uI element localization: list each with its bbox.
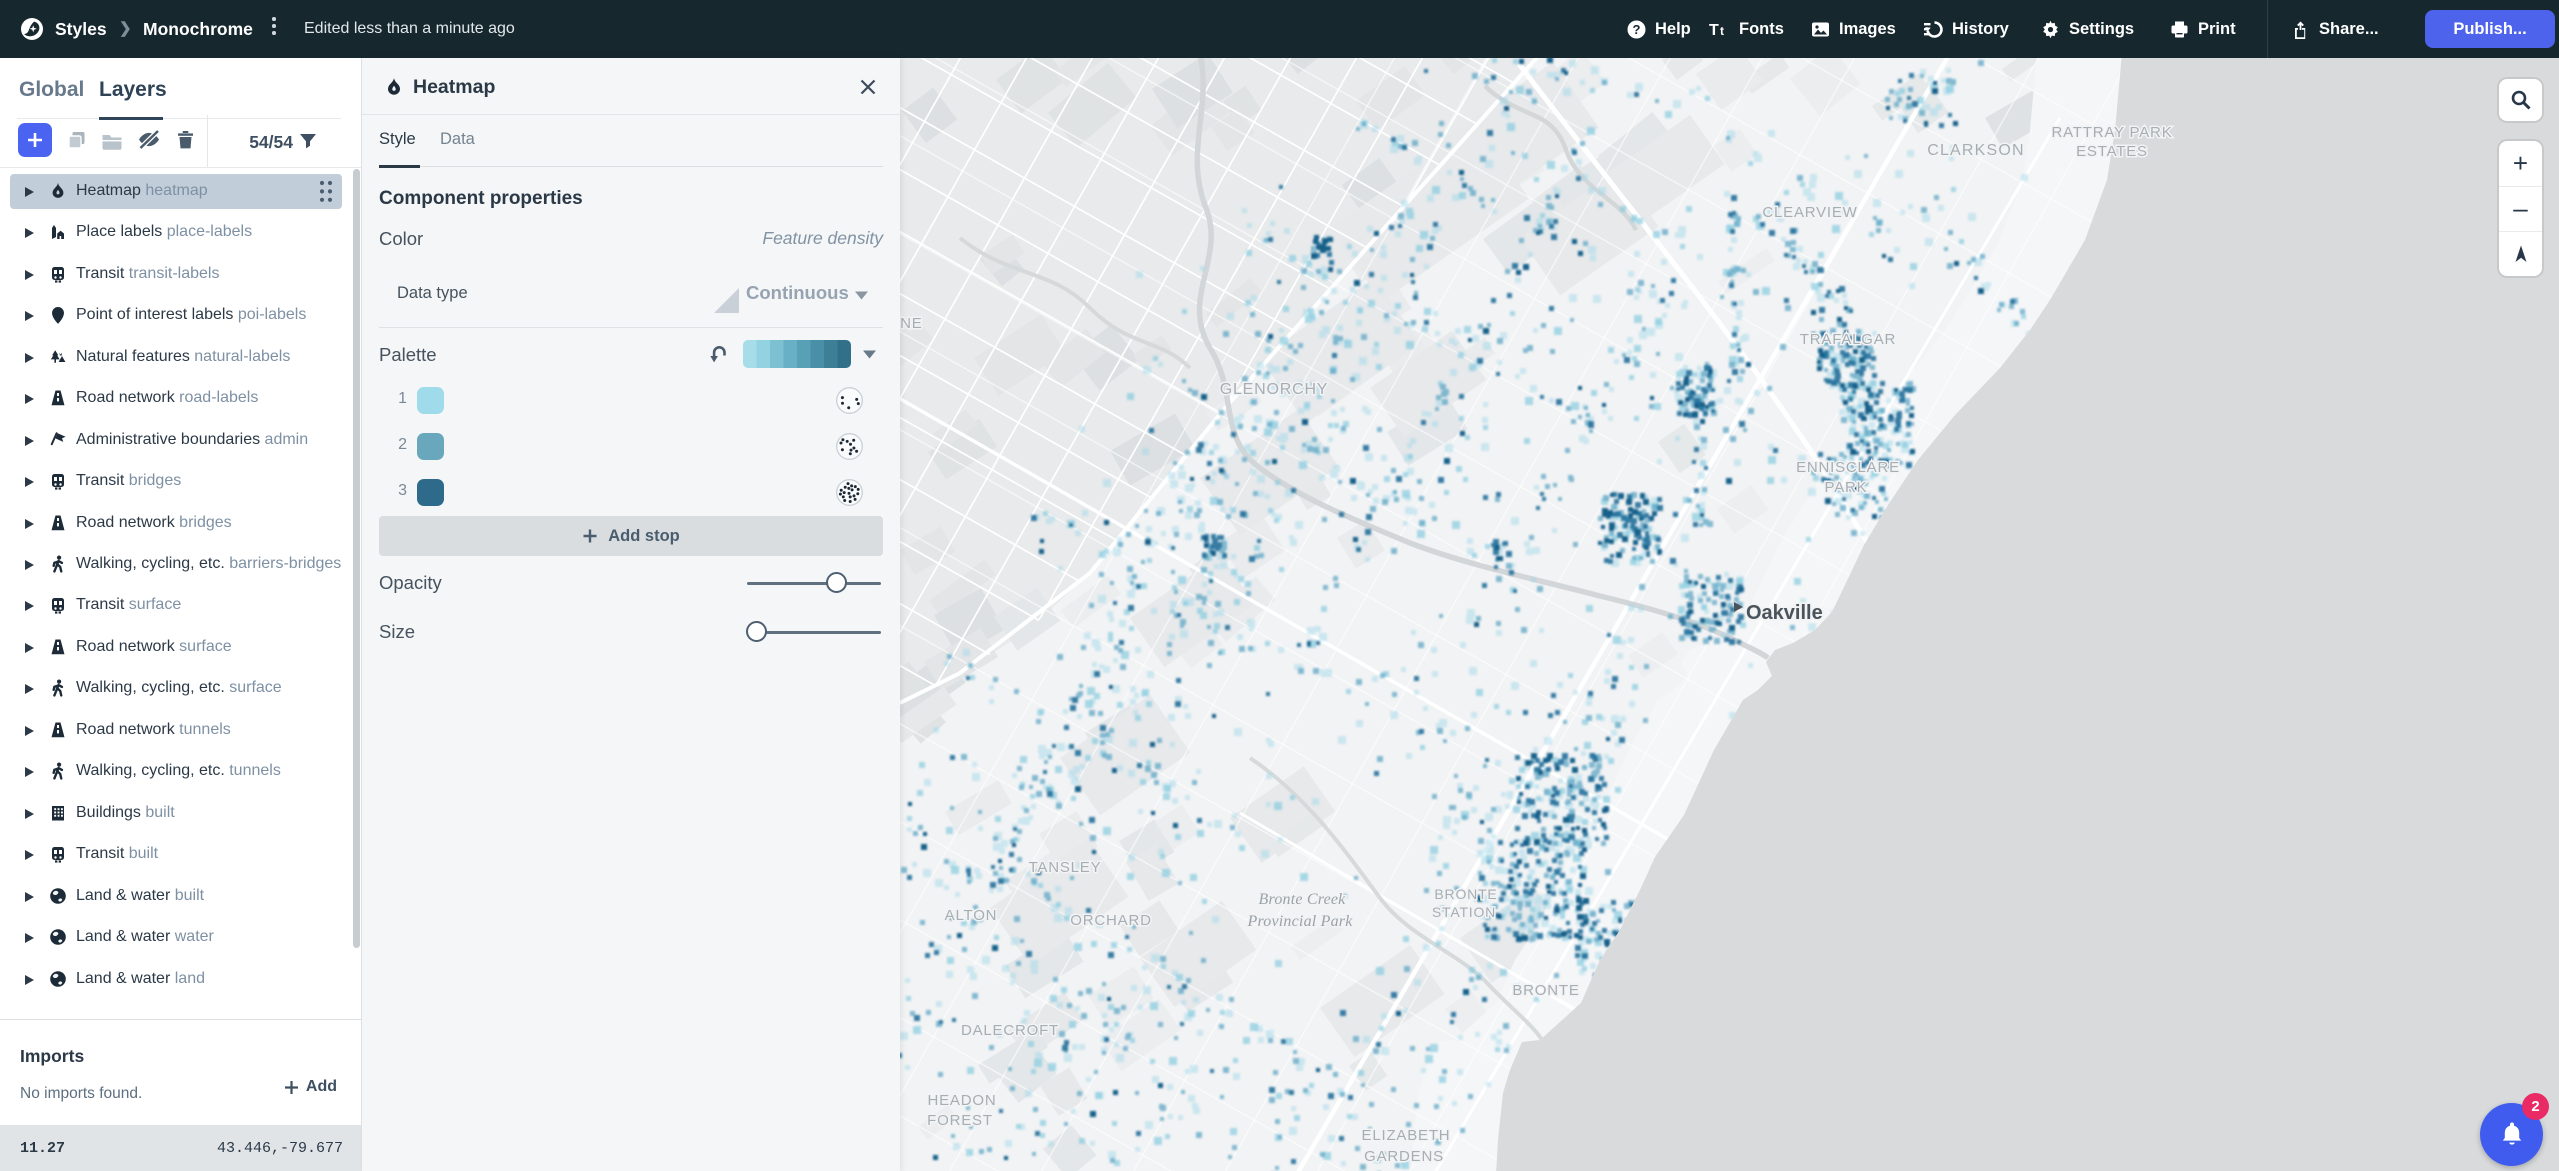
svg-text:DALECROFT: DALECROFT [961,1022,1059,1039]
svg-text:PARK: PARK [1825,479,1868,496]
svg-text:Oakville: Oakville [1746,602,1823,624]
svg-text:CLEARVIEW: CLEARVIEW [1762,204,1857,221]
svg-text:HEADON: HEADON [928,1092,997,1109]
svg-text:STATION: STATION [1432,904,1496,920]
svg-text:t: t [1720,24,1724,38]
svg-text:?: ? [1633,22,1641,37]
svg-text:T: T [1709,22,1719,39]
svg-text:YNE: YNE [900,315,923,332]
svg-text:BRONTE: BRONTE [1434,886,1497,902]
svg-text:RATTRAY PARK: RATTRAY PARK [2051,124,2172,141]
svg-text:ENNISCLARE: ENNISCLARE [1796,459,1900,476]
svg-text:ELIZABETH: ELIZABETH [1362,1127,1451,1144]
svg-text:Bronte Creek: Bronte Creek [1259,891,1347,908]
svg-text:ESTATES: ESTATES [2076,143,2148,160]
svg-text:GLENORCHY: GLENORCHY [1220,381,1329,398]
svg-text:ALTON: ALTON [945,907,998,924]
svg-text:TRAFALGAR: TRAFALGAR [1800,331,1896,348]
svg-text:CLARKSON: CLARKSON [1927,142,2025,159]
svg-text:Provincial Park: Provincial Park [1246,913,1353,930]
svg-text:BRONTE: BRONTE [1512,982,1579,999]
svg-text:ORCHARD: ORCHARD [1070,912,1151,929]
svg-text:TANSLEY: TANSLEY [1029,859,1102,876]
svg-text:FOREST: FOREST [927,1112,993,1129]
svg-text:GARDENS: GARDENS [1364,1148,1444,1165]
